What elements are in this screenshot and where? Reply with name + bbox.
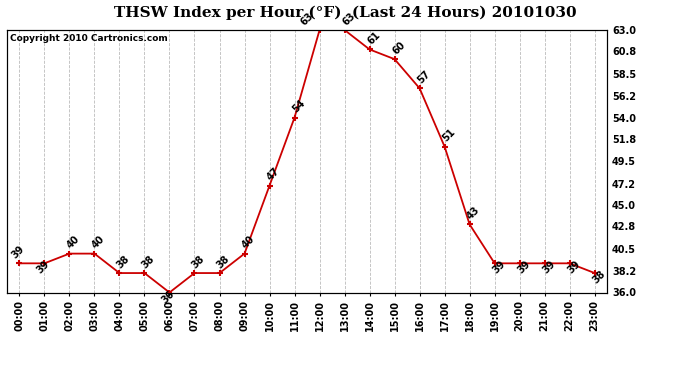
Text: 51: 51 [440,127,457,144]
Text: 38: 38 [190,254,207,270]
Text: 39: 39 [10,244,26,261]
Text: 61: 61 [365,30,382,46]
Text: 39: 39 [565,259,582,276]
Text: 40: 40 [240,234,257,251]
Text: 54: 54 [290,98,307,115]
Text: 36: 36 [159,288,176,305]
Text: 63: 63 [299,10,315,27]
Text: 39: 39 [540,259,557,276]
Text: 47: 47 [265,166,282,183]
Text: 39: 39 [515,259,532,276]
Text: 38: 38 [140,254,157,270]
Text: 57: 57 [415,69,432,86]
Text: 38: 38 [591,269,607,285]
Text: 40: 40 [90,234,107,251]
Text: 39: 39 [491,259,507,276]
Text: 40: 40 [65,234,81,251]
Text: 43: 43 [465,205,482,222]
Text: 38: 38 [215,254,232,270]
Text: 63: 63 [340,10,357,27]
Text: 38: 38 [115,254,132,270]
Text: 39: 39 [34,259,51,276]
Text: 60: 60 [391,40,407,56]
Text: THSW Index per Hour (°F)  (Last 24 Hours) 20101030: THSW Index per Hour (°F) (Last 24 Hours)… [114,6,576,20]
Text: Copyright 2010 Cartronics.com: Copyright 2010 Cartronics.com [10,34,168,43]
